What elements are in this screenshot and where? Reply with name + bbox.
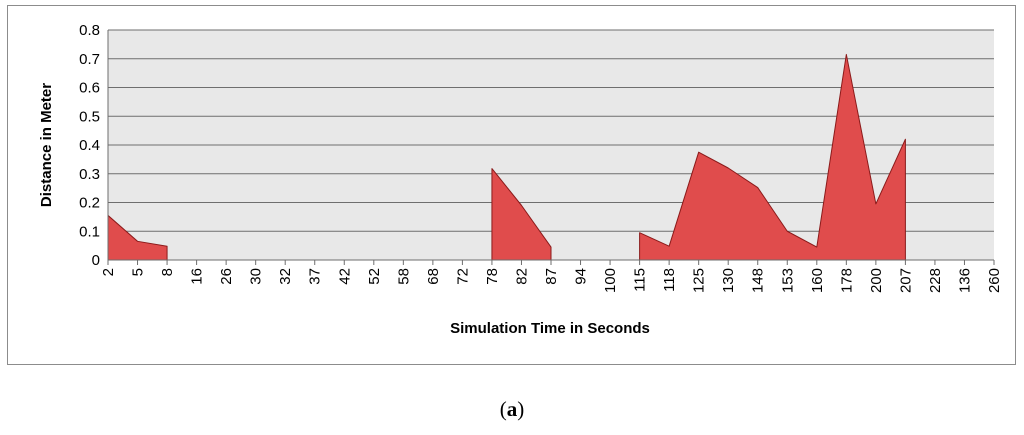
- x-tick-label: 160: [809, 268, 826, 293]
- y-tick-label: 0.2: [79, 195, 100, 212]
- y-tick-label: 0.8: [79, 22, 100, 39]
- x-tick-label: 94: [573, 268, 590, 285]
- x-tick-label: 178: [838, 268, 855, 293]
- y-axis-title: Distance in Meter: [38, 83, 55, 207]
- caption-letter: a: [506, 397, 518, 421]
- x-tick-label: 52: [366, 268, 383, 285]
- x-tick-label: 200: [868, 268, 885, 293]
- y-tick-label: 0.7: [79, 51, 100, 68]
- y-tick-label: 0.5: [79, 108, 100, 125]
- x-tick-label: 32: [277, 268, 294, 285]
- y-tick-labels: 0 0.1 0.2 0.3 0.4 0.5 0.6 0.7 0.8: [79, 22, 100, 269]
- x-tick-label: 100: [602, 268, 619, 293]
- y-tick-label: 0.4: [79, 137, 100, 154]
- x-tick-label: 2: [100, 268, 117, 276]
- x-tick-label: 8: [159, 268, 176, 276]
- x-tick-label: 5: [130, 268, 147, 276]
- x-tick-label: 16: [189, 268, 206, 285]
- x-tick-label: 136: [956, 268, 973, 293]
- y-tick-label: 0.3: [79, 166, 100, 183]
- caption-close-paren: ): [517, 397, 525, 421]
- x-tick-label: 72: [454, 268, 471, 285]
- caption-open-paren: (: [499, 397, 507, 421]
- x-axis-title: Simulation Time in Seconds: [450, 320, 650, 337]
- x-tick-label: 58: [395, 268, 412, 285]
- y-tick-label: 0.1: [79, 223, 100, 240]
- x-tick-label: 37: [307, 268, 324, 285]
- x-tick-label: 260: [986, 268, 1003, 293]
- y-tick-label: 0.6: [79, 80, 100, 97]
- x-tick-label: 42: [336, 268, 353, 285]
- x-tick-labels: 2 5 8 16 26 30 32 37 42 52 58 68 72 78 82 87 94 100 115 118…: [100, 268, 1003, 293]
- x-tick-label: 30: [248, 268, 265, 285]
- x-tick-label: 115: [632, 268, 649, 292]
- y-tick-label: 0: [92, 252, 100, 269]
- x-tick-label: 148: [750, 268, 767, 293]
- area-segment: [639, 53, 906, 261]
- x-tick-label: 130: [720, 268, 737, 293]
- x-tick-label: 26: [218, 268, 235, 285]
- x-tick-label: 68: [425, 268, 442, 285]
- x-tick-label: 118: [661, 268, 678, 292]
- x-tick-label: 78: [484, 268, 501, 285]
- x-tick-label: 228: [927, 268, 944, 293]
- x-tick-label: 82: [513, 268, 530, 285]
- area-chart: 00.10.20.30.40.50.60.70.8 2 5 8 16 26 30 32 37 4…: [38, 22, 1003, 337]
- x-tick-label: 125: [691, 268, 708, 293]
- figure-caption: (a): [0, 397, 1024, 422]
- x-tick-label: 153: [779, 268, 796, 293]
- x-tick-label: 87: [543, 268, 560, 285]
- x-tick-label: 207: [897, 268, 914, 293]
- data-areas: [107, 53, 906, 261]
- axes: [107, 30, 995, 265]
